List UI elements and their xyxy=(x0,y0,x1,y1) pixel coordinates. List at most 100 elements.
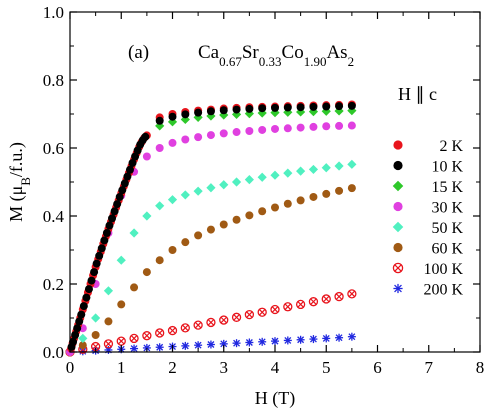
data-point xyxy=(296,196,305,205)
formula-element: Sr xyxy=(242,42,260,63)
data-point xyxy=(347,121,356,130)
y-tick-label: 0.8 xyxy=(43,71,64,90)
data-point xyxy=(155,328,165,338)
y-tick-label: 0.4 xyxy=(43,207,65,226)
compound-formula: Ca0.67Sr0.33Co1.90As2 xyxy=(198,42,354,69)
data-point xyxy=(271,103,279,112)
data-point xyxy=(334,291,344,302)
data-point xyxy=(77,310,86,319)
data-points-layer xyxy=(65,100,357,357)
legend-item: 100 K xyxy=(392,261,463,278)
data-point xyxy=(283,336,292,345)
data-point xyxy=(258,207,267,216)
legend-label: 60 K xyxy=(431,241,463,258)
data-point xyxy=(245,104,254,113)
legend-marker xyxy=(392,262,404,274)
data-point xyxy=(100,236,109,245)
data-point xyxy=(347,159,357,169)
data-point xyxy=(129,228,139,238)
data-point xyxy=(79,302,88,311)
data-point xyxy=(78,341,87,350)
data-point xyxy=(296,123,305,132)
x-tick-label: 8 xyxy=(476,358,485,377)
x-tick-label: 4 xyxy=(271,358,280,377)
data-point xyxy=(322,334,331,343)
data-point xyxy=(97,244,106,253)
data-point xyxy=(131,152,140,161)
legend-label: 2 K xyxy=(439,138,463,155)
data-point xyxy=(283,199,292,208)
data-point xyxy=(95,251,104,260)
data-point xyxy=(194,341,203,350)
data-point xyxy=(87,276,96,285)
field-direction-label: H ∥ c xyxy=(398,84,437,104)
formula-element: Ca xyxy=(198,42,220,63)
data-point xyxy=(130,344,139,353)
data-point xyxy=(347,184,356,193)
legend-label: 15 K xyxy=(431,179,463,196)
data-point xyxy=(168,246,177,254)
data-point xyxy=(129,333,139,344)
data-point xyxy=(104,317,113,326)
data-point xyxy=(219,180,229,190)
legend-marker xyxy=(393,140,403,150)
axis-ticks xyxy=(69,11,481,353)
formula-subscript: 0.67 xyxy=(219,54,242,69)
data-point xyxy=(142,152,151,161)
data-point xyxy=(334,161,344,171)
data-point xyxy=(206,107,215,116)
data-point xyxy=(117,300,126,309)
data-point xyxy=(120,179,129,188)
data-point xyxy=(84,285,93,294)
data-point xyxy=(322,102,331,111)
data-point xyxy=(271,337,279,346)
legend-marker xyxy=(393,242,403,253)
data-point xyxy=(142,331,152,341)
series-100k xyxy=(65,289,357,357)
data-point xyxy=(91,313,101,323)
data-point xyxy=(115,192,124,201)
data-point xyxy=(219,315,229,325)
data-point xyxy=(167,325,178,336)
legend-marker xyxy=(392,221,404,233)
ylabel-text: M (μ xyxy=(6,186,27,222)
data-point xyxy=(245,211,254,220)
legend-label: 200 K xyxy=(423,282,463,299)
data-point xyxy=(180,323,190,333)
data-point xyxy=(257,307,267,317)
data-point xyxy=(142,268,151,277)
data-point xyxy=(142,211,152,221)
legend-item: 15 K xyxy=(392,179,463,196)
legend-item: 2 K xyxy=(393,138,463,155)
formula-subscript: 0.33 xyxy=(259,54,282,69)
data-point xyxy=(103,339,114,349)
data-point xyxy=(180,190,190,200)
data-point xyxy=(181,110,190,119)
panel-label: (a) xyxy=(128,42,149,63)
ylabel-text-end: /f.u.) xyxy=(6,142,27,177)
legend-item: 10 K xyxy=(393,159,463,176)
data-point xyxy=(322,122,331,131)
series-50k xyxy=(65,159,357,357)
data-point xyxy=(155,343,164,352)
data-point xyxy=(232,105,241,114)
data-point xyxy=(108,214,117,223)
x-tick-label: 7 xyxy=(425,358,434,377)
data-point xyxy=(347,101,356,110)
data-point xyxy=(309,102,318,111)
data-point xyxy=(347,332,356,341)
formula-subscript: 2 xyxy=(348,54,355,69)
data-point xyxy=(271,124,279,133)
data-point xyxy=(270,304,280,315)
formula-element: Co xyxy=(282,42,304,63)
data-point xyxy=(309,192,318,201)
legend-marker xyxy=(393,201,403,212)
data-point xyxy=(295,299,306,310)
data-point xyxy=(141,132,150,141)
legend-item: 200 K xyxy=(393,282,463,299)
ylabel-subscript: B xyxy=(18,177,33,186)
data-point xyxy=(231,177,242,187)
data-point xyxy=(296,335,305,344)
data-point xyxy=(257,172,267,182)
data-point xyxy=(130,283,139,292)
